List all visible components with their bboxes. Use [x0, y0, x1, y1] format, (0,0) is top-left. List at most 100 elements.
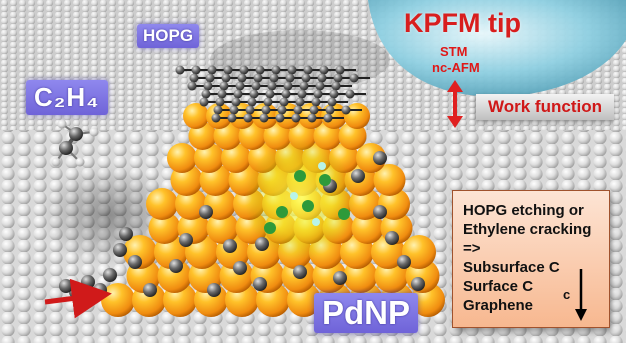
carbon-atom: [103, 268, 117, 282]
graphene-atom: [293, 105, 303, 115]
pd-atom: [373, 164, 406, 196]
carbon-atom: [93, 283, 107, 297]
graphene-atom: [269, 73, 279, 83]
graphene-atom: [231, 97, 241, 107]
graphene-atom: [223, 65, 233, 75]
graphene-atom: [219, 81, 229, 91]
graphene-atom: [175, 65, 185, 75]
pd-atom: [221, 143, 251, 173]
subsurface-carbon-atom: [319, 174, 331, 186]
carbon-atom: [385, 231, 399, 245]
graphene-atom: [217, 89, 227, 99]
graphene-atom: [237, 73, 247, 83]
graphene-atom: [279, 97, 289, 107]
subsurface-carbon-atom: [276, 206, 288, 218]
hydrogen-atom: [312, 218, 320, 226]
graphene-atom: [255, 65, 265, 75]
carbon-atom: [351, 169, 365, 183]
graphene-atom: [251, 81, 261, 91]
graphene-atom: [265, 89, 275, 99]
carbon-atom: [169, 259, 183, 273]
graphene-atom: [207, 65, 217, 75]
graphene-atom: [313, 89, 323, 99]
process-line: Ethylene cracking: [463, 221, 592, 238]
graphene-atom: [309, 105, 319, 115]
subsurface-carbon-atom: [338, 208, 350, 220]
pd-atom: [351, 212, 384, 244]
graphene-atom: [211, 113, 221, 123]
graphene-atom: [299, 81, 309, 91]
kpfm-tip-label: KPFM tip: [404, 8, 521, 38]
down-arrow-icon: [575, 269, 587, 321]
process-line: Subsurface C: [463, 259, 560, 276]
hydrogen-atom: [290, 192, 298, 200]
graphene-atom: [259, 113, 269, 123]
pd-atom: [194, 143, 224, 173]
pd-atom: [313, 122, 342, 150]
process-arrow-label: c: [563, 287, 571, 302]
pd-atom: [338, 122, 367, 150]
graphene-atom: [295, 97, 305, 107]
graphene-atom: [301, 73, 311, 83]
pd-atom: [213, 122, 242, 150]
graphene-atom: [253, 73, 263, 83]
graphene-atom: [201, 89, 211, 99]
carbon-atom: [223, 239, 237, 253]
process-line: =>: [463, 240, 481, 257]
graphene-atom: [335, 65, 345, 75]
carbon-atom: [411, 277, 425, 291]
graphene-atom: [281, 89, 291, 99]
work-function-label: Work function: [476, 94, 614, 120]
carbon-atom: [253, 277, 267, 291]
graphene-atom: [227, 113, 237, 123]
carbon-atom: [293, 265, 307, 279]
pd-atom: [238, 122, 267, 150]
ethylene-molecule: [51, 119, 99, 167]
carbon-atom: [373, 205, 387, 219]
graphene-atom: [297, 89, 307, 99]
nc-afm-label: nc-AFM: [432, 60, 480, 75]
graphene-atom: [189, 73, 199, 83]
carbon-atom: [255, 237, 269, 251]
graphene-atom: [311, 97, 321, 107]
carbon-atom: [207, 283, 221, 297]
graphene-atom: [245, 105, 255, 115]
process-line: Surface C: [463, 278, 534, 295]
graphene-atom: [239, 65, 249, 75]
carbon-atom: [113, 243, 127, 257]
process-line: HOPG etching or: [463, 202, 584, 219]
graphene-atom: [275, 113, 285, 123]
pd-atom: [356, 143, 386, 173]
graphene-atom: [345, 89, 355, 99]
c2h4-label: C₂H₄: [26, 80, 108, 115]
graphene-atom: [329, 89, 339, 99]
graphene-atom: [287, 65, 297, 75]
pd-atom: [167, 143, 197, 173]
graphene-atom: [271, 65, 281, 75]
graphene-atom: [263, 97, 273, 107]
graphene-atom: [187, 81, 197, 91]
carbon-atom: [59, 279, 73, 293]
incoming-arrow: [44, 278, 112, 319]
graphene-atom: [243, 113, 253, 123]
graphene-atom: [229, 105, 239, 115]
pd-atom: [148, 212, 181, 244]
carbon-atom: [397, 255, 411, 269]
subsurface-carbon-atom: [302, 200, 314, 212]
graphene-atom: [247, 97, 257, 107]
pd-atom: [146, 188, 178, 220]
graphene-atom: [205, 73, 215, 83]
carbon-atom: [128, 255, 142, 269]
graphene-atom: [349, 73, 359, 83]
graphene-atom: [341, 105, 351, 115]
graphene-atom: [235, 81, 245, 91]
carbon-atom: [333, 271, 347, 285]
carbon-atom: [233, 261, 247, 275]
subsurface-carbon-atom: [294, 170, 306, 182]
graphene-atom: [317, 73, 327, 83]
graphene-atom: [261, 105, 271, 115]
graphene-atom: [203, 81, 213, 91]
carbon-atom: [373, 151, 387, 165]
